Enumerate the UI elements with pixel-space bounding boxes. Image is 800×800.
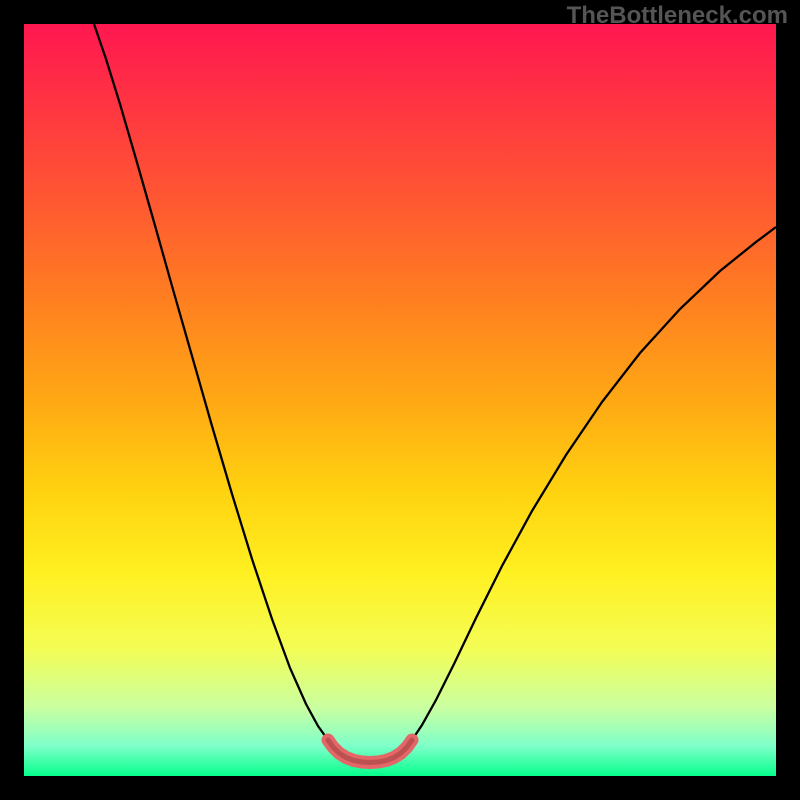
outer-frame: TheBottleneck.com [0,0,800,800]
watermark-text: TheBottleneck.com [567,2,788,30]
right-curve [412,227,776,740]
curve-layer [0,0,800,800]
left-curve [94,24,328,740]
